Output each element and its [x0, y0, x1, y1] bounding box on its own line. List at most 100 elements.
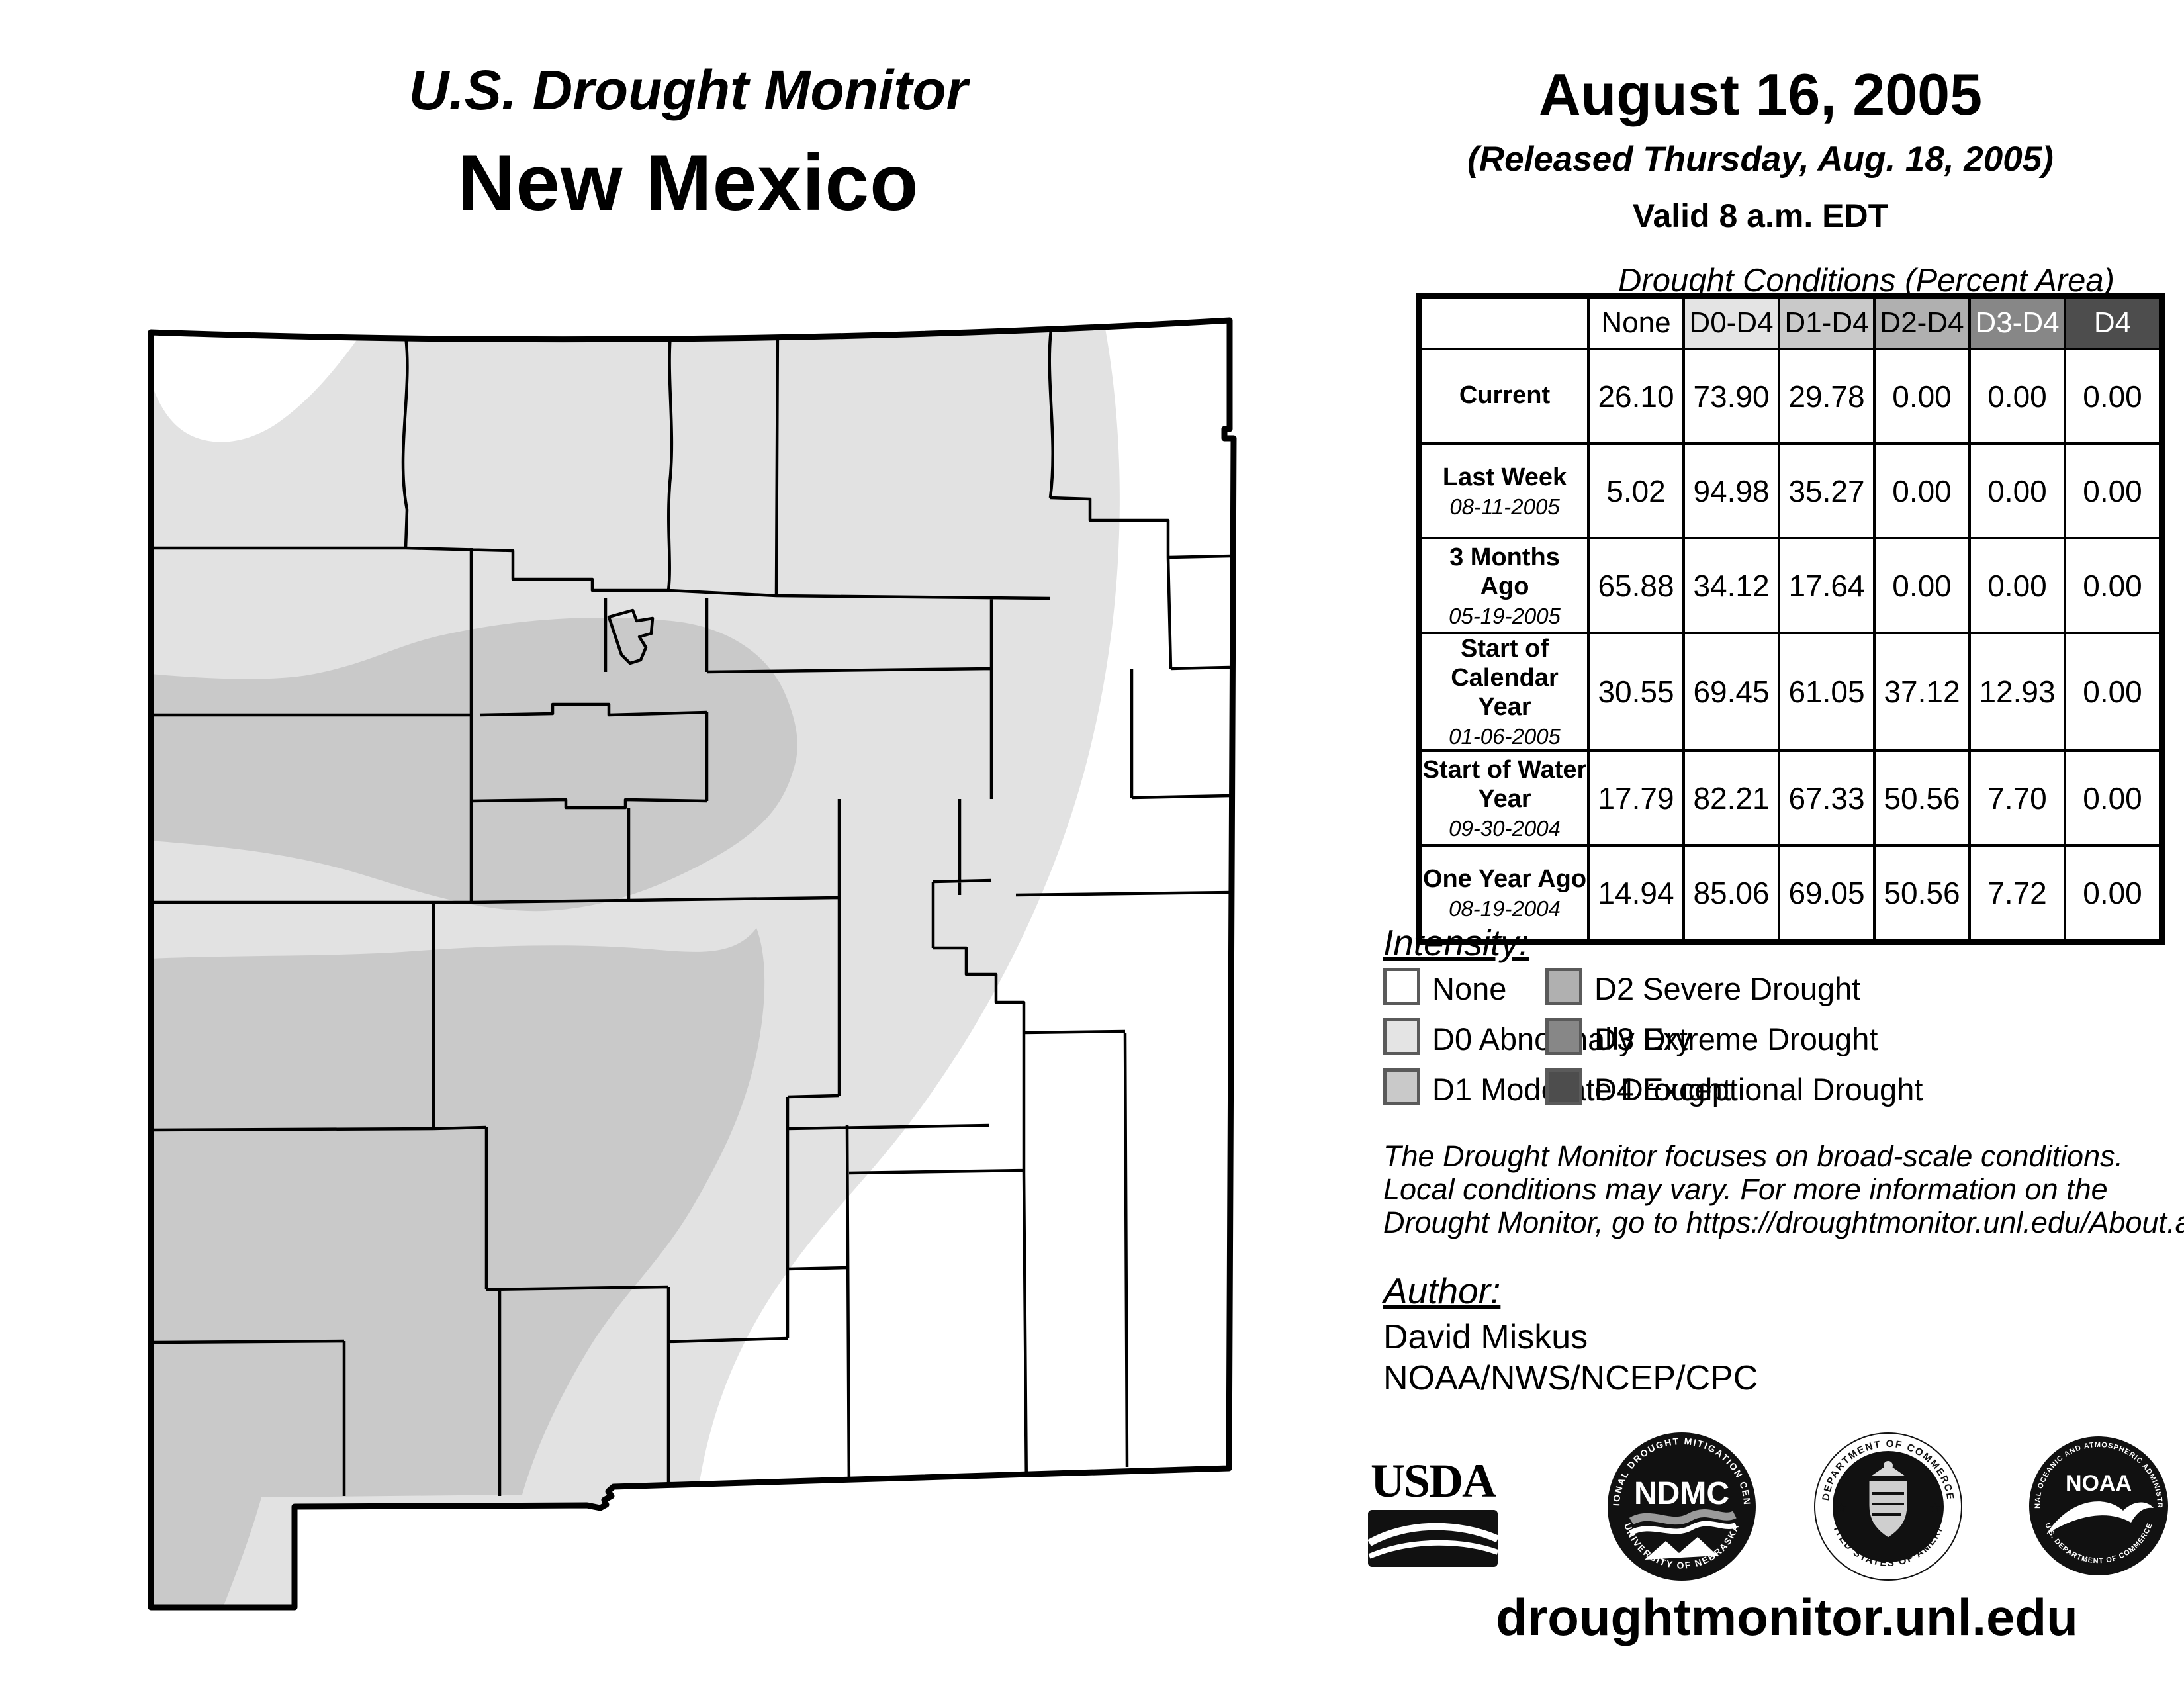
svg-text:★: ★: [1929, 1501, 1941, 1515]
table-cell: 7.72: [1968, 844, 2066, 943]
table-cell: 26.10: [1587, 348, 1685, 445]
column-header-none: None: [1587, 294, 1685, 350]
table-cell: 7.70: [1968, 749, 2066, 847]
table-cell: 69.05: [1778, 844, 1876, 943]
table-cell: 0.00: [1873, 537, 1971, 634]
row-label-text: Start of Water Year: [1422, 755, 1587, 813]
page-title: U.S. Drought Monitor: [408, 59, 968, 121]
legend-label: D4 Exceptional Drought: [1594, 1072, 1923, 1107]
noaa-bird-icon: [2046, 1501, 2154, 1534]
disclaimer-text: The Drought Monitor focuses on broad-sca…: [1383, 1140, 2184, 1239]
valid-time: Valid 8 a.m. EDT: [1632, 197, 1889, 234]
legend-swatch-d1: [1383, 1068, 1420, 1105]
table-cell: 12.93: [1968, 632, 2066, 752]
row-label-date: 05-19-2005: [1449, 603, 1561, 628]
row-label: Last Week 08-11-2005: [1418, 442, 1590, 539]
table-cell: 50.56: [1873, 749, 1971, 847]
column-header-d3d4: D3-D4: [1968, 294, 2066, 350]
table-cell: 17.64: [1778, 537, 1876, 634]
usda-swoosh-icon: [1367, 1510, 1500, 1567]
table-cell: 5.02: [1587, 442, 1685, 539]
drought-layer-d1-southwest: [151, 928, 765, 1607]
row-label-date: 01-06-2005: [1449, 724, 1561, 749]
svg-text:★: ★: [1835, 1501, 1847, 1515]
legend-swatch-d2: [1545, 968, 1582, 1005]
drought-layer-none-northwest: [151, 327, 366, 442]
table-cell: 0.00: [2064, 749, 2163, 847]
drought-conditions-table: None D0-D4 D1-D4 D2-D4 D3-D4 D4 Current …: [1416, 293, 2165, 945]
table-cell: 0.00: [1968, 537, 2066, 634]
release-date: (Released Thursday, Aug. 18, 2005): [1467, 140, 2054, 179]
noaa-seal-icon: NATIONAL OCEANIC AND ATMOSPHERIC ADMINIS…: [2026, 1434, 2168, 1575]
table-cell: 0.00: [1873, 348, 1971, 445]
table-cell: 0.00: [2064, 348, 2163, 445]
table-cell: 0.00: [2064, 632, 2163, 752]
table-cell: 0.00: [2064, 537, 2163, 634]
legend-label: D3 Extreme Drought: [1594, 1021, 1878, 1056]
disclaimer-line: Local conditions may vary. For more info…: [1383, 1172, 2108, 1206]
row-label-text: 3 Months Ago: [1449, 543, 1560, 600]
legend-swatch-d3: [1545, 1018, 1582, 1055]
row-label-date: 08-11-2005: [1449, 494, 1560, 519]
row-label-text: One Year Ago: [1422, 865, 1587, 893]
map-svg: [148, 317, 1237, 1611]
author-name: David Miskus: [1383, 1318, 1588, 1356]
table-cell: 0.00: [2064, 844, 2163, 943]
table-cell: 30.55: [1587, 632, 1685, 752]
table-row: Current 26.10 73.90 29.78 0.00 0.00 0.00: [1418, 348, 2163, 445]
region-title: New Mexico: [457, 138, 919, 227]
disclaimer-line: Drought Monitor, go to https://droughtmo…: [1383, 1205, 2184, 1239]
department-of-commerce-seal-icon: DEPARTMENT OF COMMERCE UNITED STATES OF …: [1811, 1430, 1962, 1581]
row-label-text: Start of Calendar Year: [1451, 635, 1559, 721]
table-cell: 17.79: [1587, 749, 1685, 847]
title-block: U.S. Drought Monitor New Mexico: [159, 58, 1218, 228]
noaa-wordmark: NOAA: [2066, 1471, 2132, 1496]
column-header-d1d4: D1-D4: [1778, 294, 1876, 350]
author-org: NOAA/NWS/NCEP/CPC: [1383, 1359, 1758, 1397]
drought-layer-none-east: [697, 320, 1234, 1499]
table-corner: [1419, 295, 1590, 350]
row-label-text: Current: [1459, 381, 1551, 409]
legend-label: None: [1432, 971, 1507, 1006]
ndmc-seal-icon: NATIONAL DROUGHT MITIGATION CENTER UNIVE…: [1605, 1430, 1756, 1581]
table-cell: 94.98: [1682, 442, 1780, 539]
table-cell: 61.05: [1778, 632, 1876, 752]
county-boundaries: [151, 320, 1234, 1496]
row-label: Current: [1418, 348, 1590, 445]
legend-label: D2 Severe Drought: [1594, 971, 1861, 1006]
table-cell: 35.27: [1778, 442, 1876, 539]
legend-swatch-d0: [1383, 1018, 1420, 1055]
footer-url: droughtmonitor.unl.edu: [1496, 1588, 2078, 1646]
disclaimer-line: The Drought Monitor focuses on broad-sca…: [1383, 1139, 2124, 1173]
legend-swatch-d4: [1545, 1068, 1582, 1105]
table-cell: 14.94: [1587, 844, 1685, 943]
row-label-date: 08-19-2004: [1449, 896, 1561, 921]
date-block: August 16, 2005 (Released Thursday, Aug.…: [1410, 61, 2111, 235]
table-row: Start of Water Year 09-30-2004 17.79 82.…: [1418, 749, 2163, 847]
table-cell: 34.12: [1682, 537, 1780, 634]
author-heading: Author:: [1383, 1270, 1501, 1311]
table-cell: 65.88: [1587, 537, 1685, 634]
table-cell: 0.00: [1968, 348, 2066, 445]
table-row: Start of Calendar Year 01-06-2005 30.55 …: [1418, 632, 2163, 752]
table-cell: 0.00: [1968, 442, 2066, 539]
row-label-date: 09-30-2004: [1449, 816, 1561, 841]
drought-layer-d1-north: [151, 617, 797, 912]
table-cell: 29.78: [1778, 348, 1876, 445]
table-cell: 73.90: [1682, 348, 1780, 445]
table-cell: 37.12: [1873, 632, 1971, 752]
new-mexico-drought-map: [142, 311, 1281, 1628]
ndmc-wordmark: NDMC: [1634, 1476, 1729, 1511]
row-label: Start of Calendar Year 01-06-2005: [1418, 632, 1590, 752]
table-cell: 85.06: [1682, 844, 1780, 943]
state-border: [148, 317, 1237, 1611]
usda-wordmark: USDA: [1370, 1454, 1496, 1507]
legend-swatch-none: [1383, 968, 1420, 1005]
table-cell: 69.45: [1682, 632, 1780, 752]
map-date: August 16, 2005: [1538, 62, 1983, 127]
table-cell: 50.56: [1873, 844, 1971, 943]
table-cell: 67.33: [1778, 749, 1876, 847]
row-label: Start of Water Year 09-30-2004: [1418, 749, 1590, 847]
row-label: One Year Ago 08-19-2004: [1418, 844, 1590, 943]
table-row: 3 Months Ago 05-19-2005 65.88 34.12 17.6…: [1418, 537, 2163, 634]
